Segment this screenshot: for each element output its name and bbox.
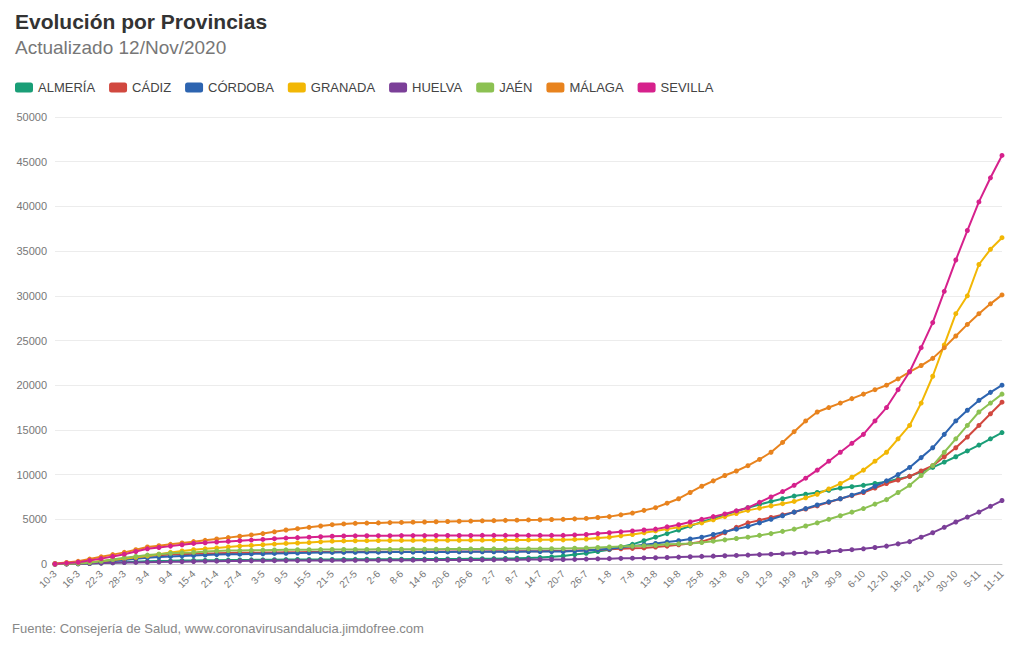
svg-text:24-10: 24-10: [911, 568, 937, 594]
svg-text:5000: 5000: [23, 513, 47, 525]
svg-text:12-10: 12-10: [865, 568, 891, 594]
svg-text:19-8: 19-8: [661, 568, 683, 590]
svg-text:31-8: 31-8: [707, 568, 729, 590]
svg-text:22-3: 22-3: [83, 568, 105, 590]
svg-text:1-8: 1-8: [595, 568, 613, 586]
svg-text:Evolución por Provincias: Evolución por Provincias: [15, 10, 267, 33]
svg-text:JAÉN: JAÉN: [499, 80, 532, 95]
svg-text:50000: 50000: [16, 111, 47, 123]
svg-text:28-3: 28-3: [106, 568, 128, 590]
svg-text:35000: 35000: [16, 245, 47, 257]
svg-text:10-3: 10-3: [37, 568, 59, 590]
svg-text:15000: 15000: [16, 424, 47, 436]
svg-text:HUELVA: HUELVA: [412, 80, 462, 95]
svg-text:CÓRDOBA: CÓRDOBA: [208, 80, 274, 95]
svg-text:CÁDIZ: CÁDIZ: [132, 80, 171, 95]
svg-text:45000: 45000: [16, 156, 47, 168]
svg-text:20-7: 20-7: [545, 568, 567, 590]
svg-text:15-4: 15-4: [176, 568, 198, 590]
svg-text:25-8: 25-8: [684, 568, 706, 590]
svg-text:10000: 10000: [16, 469, 47, 481]
svg-text:18-9: 18-9: [776, 568, 798, 590]
svg-text:21-5: 21-5: [314, 568, 336, 590]
svg-text:30-10: 30-10: [934, 568, 960, 594]
svg-text:13-8: 13-8: [638, 568, 660, 590]
svg-text:Fuente: Consejería de Salud, w: Fuente: Consejería de Salud, www.coronav…: [12, 621, 424, 636]
svg-text:Actualizado 12/Nov/2020: Actualizado 12/Nov/2020: [15, 37, 226, 58]
svg-text:20000: 20000: [16, 379, 47, 391]
svg-text:6-9: 6-9: [734, 568, 752, 586]
svg-text:40000: 40000: [16, 200, 47, 212]
svg-text:8-6: 8-6: [387, 568, 405, 586]
svg-text:3-5: 3-5: [249, 568, 267, 586]
svg-text:8-7: 8-7: [503, 568, 521, 586]
svg-text:0: 0: [41, 558, 47, 570]
svg-text:11-11: 11-11: [981, 568, 1006, 593]
svg-text:2-6: 2-6: [364, 568, 382, 586]
svg-text:6-10: 6-10: [845, 568, 868, 590]
svg-text:27-4: 27-4: [222, 568, 244, 590]
svg-text:5-11: 5-11: [961, 568, 983, 590]
svg-text:24-9: 24-9: [799, 568, 821, 590]
svg-text:9-5: 9-5: [272, 568, 290, 586]
svg-text:26-7: 26-7: [568, 568, 590, 590]
svg-text:27-5: 27-5: [337, 568, 359, 590]
svg-text:30000: 30000: [16, 290, 47, 302]
svg-text:SEVILLA: SEVILLA: [661, 80, 714, 95]
svg-text:14-6: 14-6: [407, 568, 429, 590]
svg-text:14-7: 14-7: [522, 568, 544, 590]
svg-text:30-9: 30-9: [822, 568, 844, 590]
svg-text:9-4: 9-4: [156, 568, 174, 586]
svg-text:15-5: 15-5: [291, 568, 313, 590]
svg-text:2-7: 2-7: [480, 568, 498, 586]
svg-text:12-9: 12-9: [753, 568, 775, 590]
svg-text:25000: 25000: [16, 335, 47, 347]
svg-text:18-10: 18-10: [888, 568, 914, 594]
svg-text:3-4: 3-4: [133, 568, 151, 586]
svg-text:21-4: 21-4: [199, 568, 221, 590]
svg-text:7-8: 7-8: [618, 568, 636, 586]
svg-text:ALMERÍA: ALMERÍA: [38, 80, 95, 95]
svg-text:MÁLAGA: MÁLAGA: [569, 80, 624, 95]
svg-text:GRANADA: GRANADA: [311, 80, 376, 95]
svg-text:16-3: 16-3: [60, 568, 82, 590]
svg-text:26-6: 26-6: [453, 568, 475, 590]
svg-text:20-6: 20-6: [430, 568, 452, 590]
